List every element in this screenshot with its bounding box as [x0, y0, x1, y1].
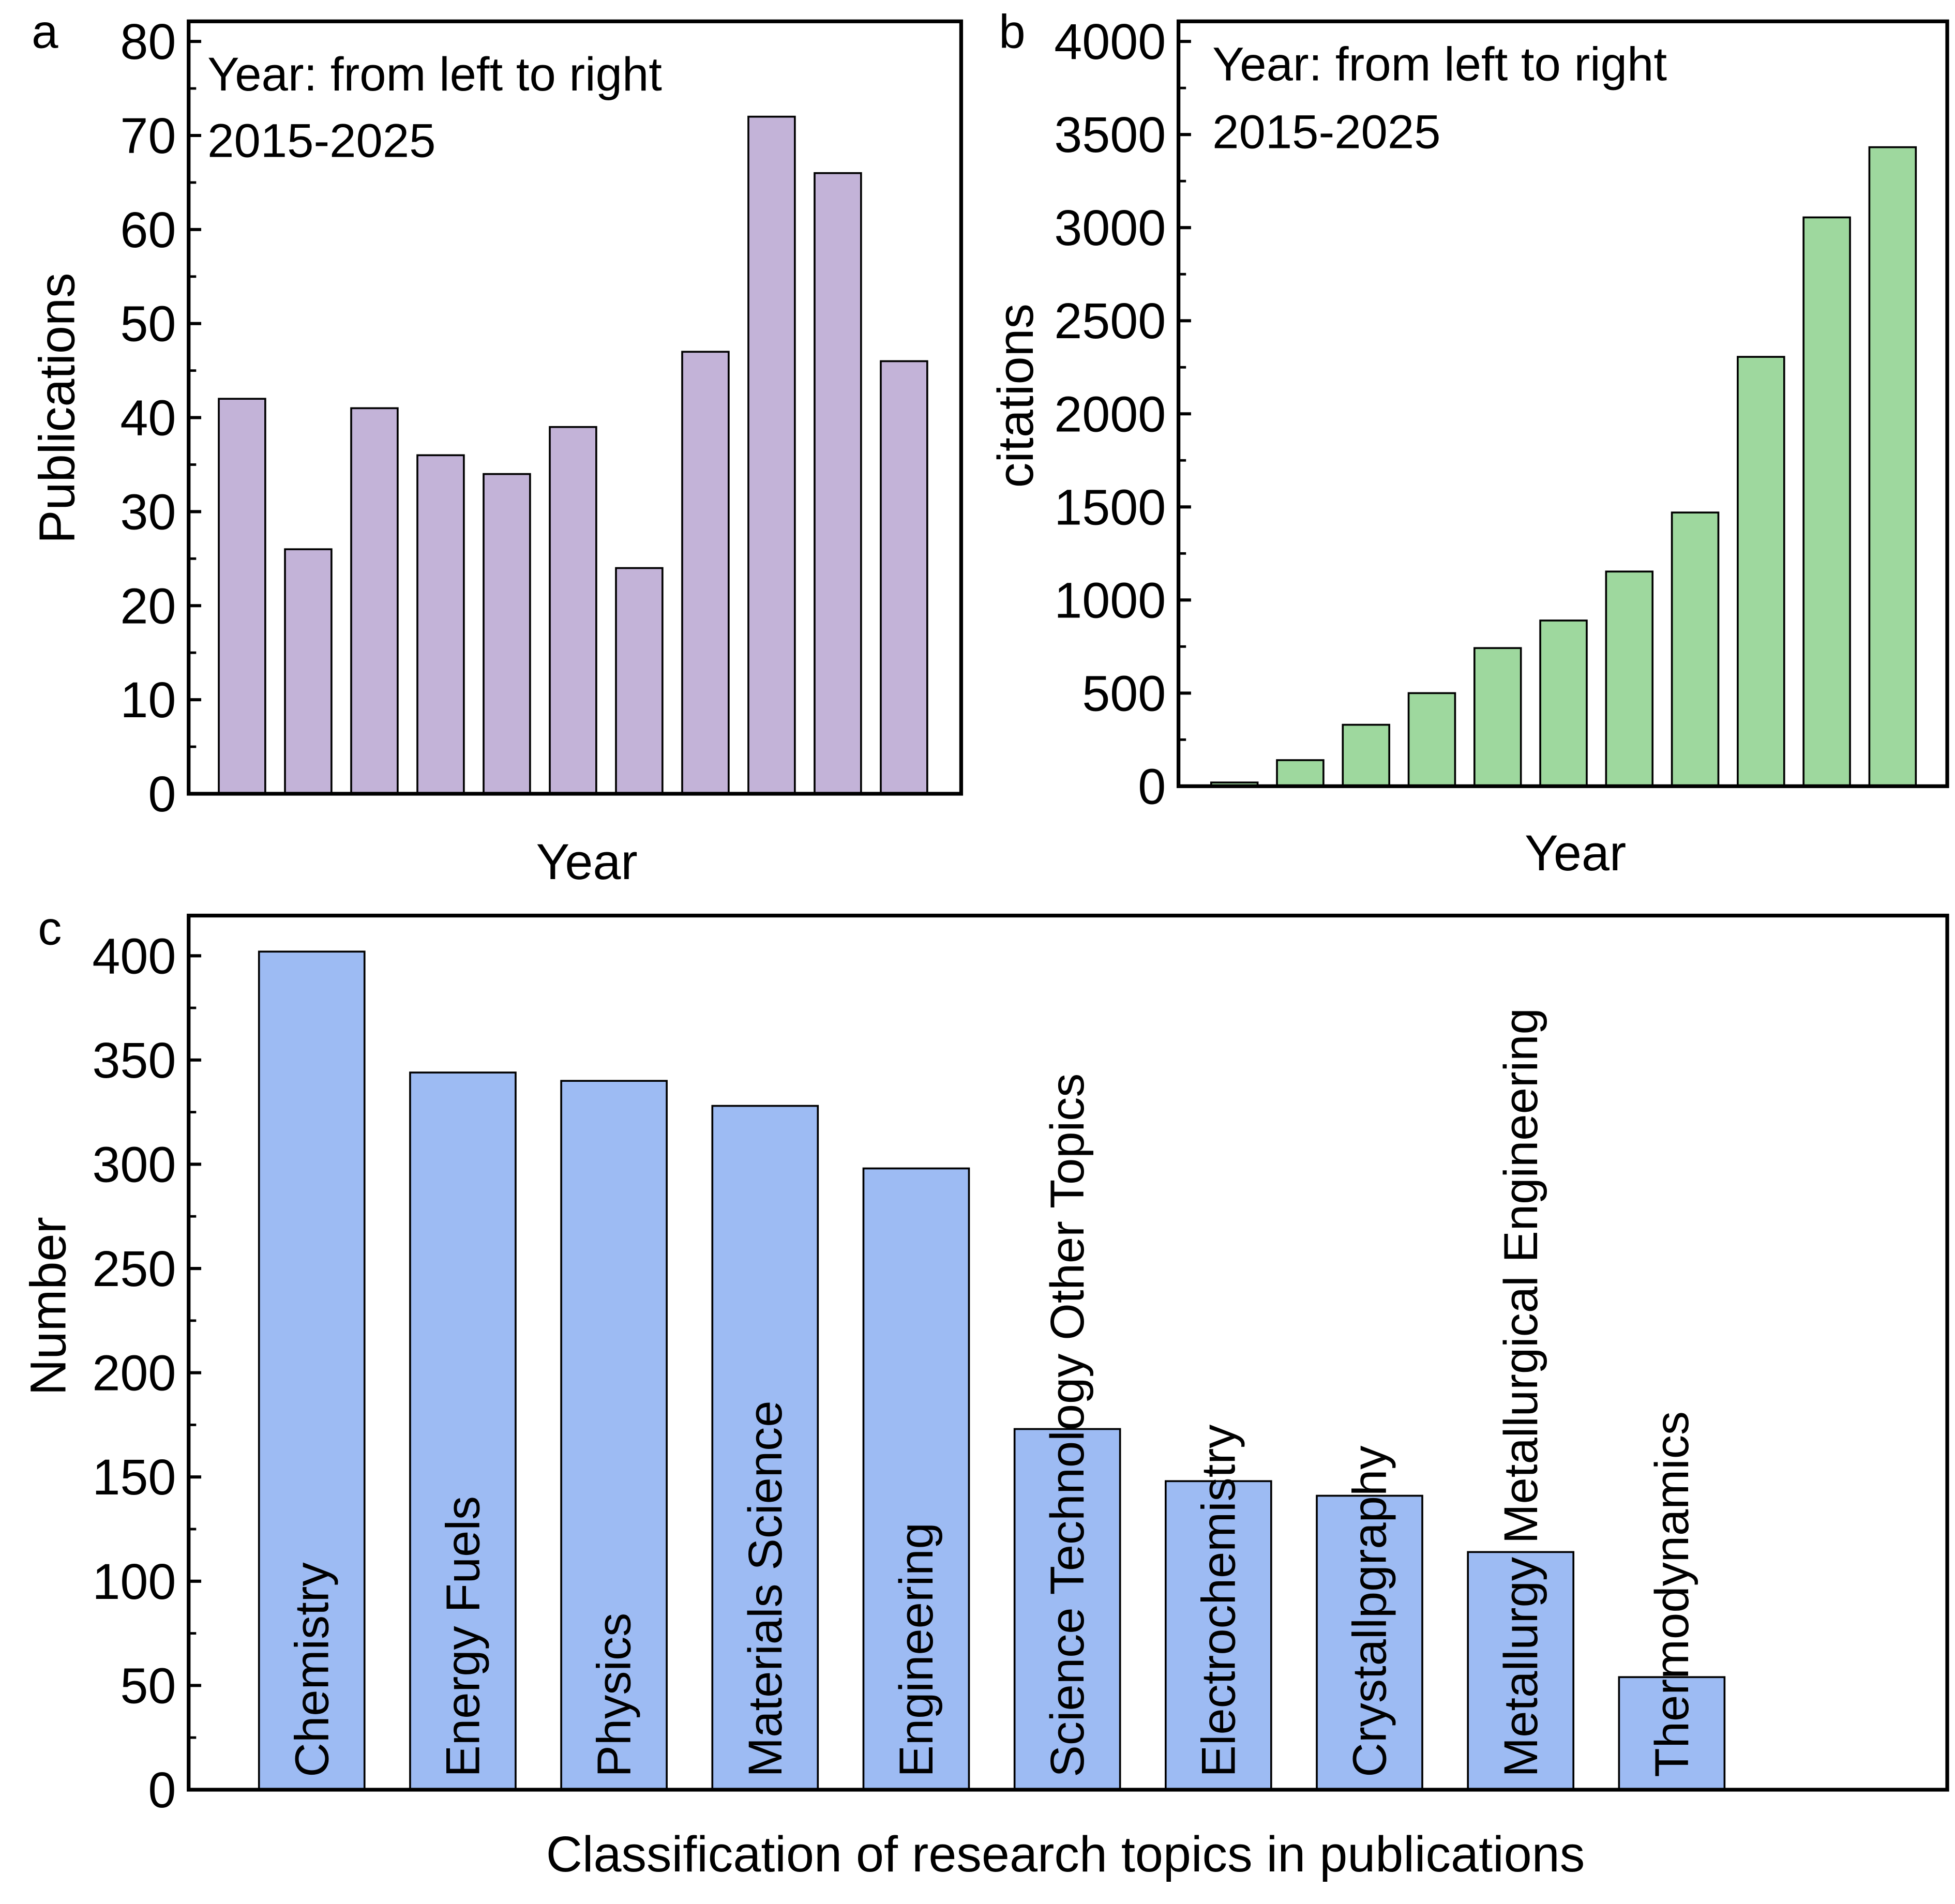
- y-tick-label: 150: [92, 1449, 176, 1505]
- y-tick-label: 60: [120, 202, 176, 258]
- bar-thermodynamics: [1618, 1676, 1726, 1791]
- plot-frame: [187, 913, 1949, 1792]
- y-tick-label: 500: [1082, 665, 1166, 721]
- y-axis-label: Publications: [29, 273, 85, 543]
- y-tick-label: 4000: [1054, 13, 1166, 70]
- y-tick-label: 200: [92, 1345, 176, 1401]
- bar-metallurgy-metallurgical-engineering: [1467, 1551, 1575, 1791]
- y-tick-label: 0: [148, 766, 176, 822]
- plot-frame: [1176, 19, 1949, 789]
- bar-electrochemistry: [1165, 1480, 1272, 1791]
- category-label: Electrochemistry: [1191, 1425, 1245, 1777]
- bar-2022: [681, 351, 730, 795]
- panel-letter: a: [32, 4, 58, 58]
- y-tick-label: 350: [92, 1032, 176, 1089]
- bar-2016: [284, 548, 333, 795]
- category-label: Thermodynamics: [1645, 1411, 1698, 1777]
- bar-2017: [350, 407, 399, 795]
- bar-2022: [1671, 511, 1720, 788]
- bar-2015: [218, 398, 266, 795]
- bar-2025: [880, 360, 928, 795]
- bar-2018: [1407, 692, 1456, 788]
- y-tick-label: 0: [148, 1762, 176, 1818]
- y-tick-label: 1000: [1054, 572, 1166, 628]
- bar-crystallpgraphy: [1316, 1494, 1423, 1791]
- y-tick-label: 3000: [1054, 200, 1166, 256]
- bar-2019: [1473, 647, 1522, 788]
- category-label: Materials Science: [738, 1400, 792, 1777]
- y-tick-label: 250: [92, 1241, 176, 1297]
- category-label: Energy Fuels: [436, 1496, 490, 1777]
- bar-chemistry: [258, 950, 366, 1791]
- bar-2024: [1802, 216, 1851, 788]
- bar-2023: [747, 115, 796, 795]
- bar-2020: [549, 426, 597, 795]
- y-tick-label: 70: [120, 108, 176, 164]
- y-tick-label: 20: [120, 578, 176, 634]
- y-tick-label: 2000: [1054, 386, 1166, 442]
- x-axis-label: Year: [1525, 825, 1626, 881]
- y-tick-label: 1500: [1054, 479, 1166, 535]
- panel-b: 0 500 1000 1500 2000 2500 3000 3500 4000 b citatio…: [987, 4, 1949, 881]
- annotation-line-1: Year: from left to right: [1212, 37, 1667, 90]
- bar-2020: [1539, 619, 1588, 788]
- y-axis-label: Number: [20, 1217, 77, 1396]
- panel-c: Chemistry Energy Fuels Physics Materials Sc…: [20, 901, 1949, 1882]
- y-tick-label: 50: [120, 1657, 176, 1714]
- bar-2025: [1868, 146, 1917, 788]
- y-tick-label: 300: [92, 1136, 176, 1192]
- category-label: Metallurgy Metallurgical Engineering: [1494, 1008, 1547, 1777]
- bar-science-technology-other-topics: [1013, 1428, 1121, 1791]
- bar-2024: [814, 172, 862, 795]
- annotation-line-1: Year: from left to right: [207, 47, 662, 101]
- bar-2019: [483, 473, 531, 795]
- y-tick-label: 30: [120, 483, 176, 540]
- y-tick-label: 2500: [1054, 293, 1166, 349]
- category-label: Physics: [587, 1613, 641, 1777]
- x-axis-label: Year: [536, 834, 638, 890]
- panel-letter: c: [38, 901, 62, 955]
- category-label: Science Technology Other Topics: [1040, 1074, 1094, 1777]
- bar-2021: [1605, 570, 1654, 788]
- annotation-line-2: 2015-2025: [1212, 105, 1440, 159]
- y-tick-label: 80: [120, 13, 176, 70]
- x-axis-label: Classification of research topics in pub…: [546, 1826, 1585, 1882]
- panel-letter: b: [999, 4, 1025, 58]
- y-axis-label: citations: [987, 304, 1044, 488]
- bar-2017: [1342, 723, 1390, 788]
- bar-2018: [416, 454, 465, 795]
- category-label: Engineering: [889, 1522, 943, 1777]
- bar-2023: [1737, 356, 1785, 788]
- category-label: Chemistry: [284, 1562, 338, 1777]
- bar-2016: [1276, 759, 1325, 788]
- bar-2021: [615, 567, 664, 795]
- annotation-line-2: 2015-2025: [207, 114, 435, 168]
- y-tick-label: 400: [92, 928, 176, 984]
- y-tick-label: 40: [120, 390, 176, 446]
- panel-a: 0 10 20 30 40 50 60 70 80 a Publications Year Year: …: [29, 4, 964, 890]
- bar-engineering: [862, 1167, 970, 1791]
- bar-materials-science: [711, 1105, 819, 1791]
- y-tick-label: 10: [120, 672, 176, 728]
- plot-frame: [187, 19, 964, 796]
- y-tick-label: 3500: [1054, 107, 1166, 163]
- y-tick-label: 50: [120, 296, 176, 352]
- y-tick-label: 0: [1138, 758, 1166, 814]
- y-tick-label: 100: [92, 1553, 176, 1610]
- category-label: Crystallpgraphy: [1343, 1446, 1396, 1777]
- bar-physics: [560, 1080, 668, 1791]
